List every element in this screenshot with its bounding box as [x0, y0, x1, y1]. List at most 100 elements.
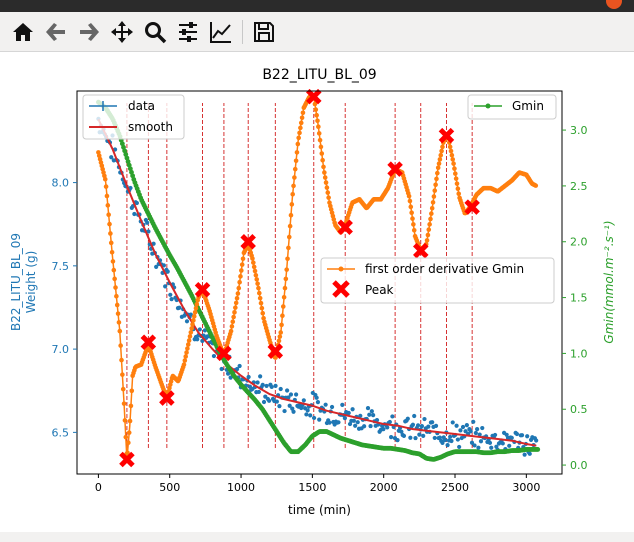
data-point: [336, 420, 341, 425]
derivative-point: [114, 302, 120, 308]
derivative-point: [232, 310, 237, 315]
data-point: [476, 445, 481, 450]
data-point: [288, 392, 294, 397]
derivative-point: [448, 148, 454, 154]
figure-canvas[interactable]: 0 500 1000 1500 2000 2500 3000 6.5 7.0 7.5 8.0 0.…: [0, 53, 634, 532]
derivative-point: [428, 216, 433, 222]
data-point: [389, 434, 394, 440]
derivative-point: [293, 158, 299, 164]
window-titlebar: [0, 0, 634, 12]
data-point: [278, 386, 283, 392]
derivative-point: [237, 279, 242, 285]
derivative-point: [251, 264, 257, 270]
derivative-point: [300, 110, 306, 116]
derivative-point: [276, 338, 282, 344]
zoom-button[interactable]: [140, 17, 170, 47]
derivative-point: [438, 152, 444, 158]
data-point: [234, 367, 240, 372]
data-point: [475, 427, 480, 432]
derivative-point: [286, 245, 291, 251]
x-tick-label: 1000: [227, 481, 255, 494]
peak-marker: [119, 451, 135, 468]
derivative-point: [104, 193, 110, 199]
derivative-point: [320, 157, 325, 163]
data-point: [267, 398, 272, 403]
y-right-tick-label: 1.0: [570, 347, 588, 360]
derivative-point: [253, 272, 259, 278]
peak-marker: [337, 219, 353, 235]
data-point: [525, 434, 530, 439]
derivative-point: [114, 293, 119, 299]
derivative-point: [121, 401, 127, 406]
data-point: [177, 305, 182, 310]
save-button[interactable]: [249, 17, 279, 47]
pan-button[interactable]: [107, 17, 137, 47]
data-point: [109, 155, 114, 160]
home-button[interactable]: [8, 17, 38, 47]
data-point: [304, 412, 309, 417]
derivative-point: [285, 256, 290, 262]
derivative-point: [186, 338, 192, 343]
derivative-point: [239, 268, 244, 273]
back-button[interactable]: [41, 17, 71, 47]
data-point: [368, 423, 373, 429]
derivative-point: [323, 180, 329, 185]
derivative-point: [283, 276, 289, 282]
peak-marker: [387, 161, 403, 177]
data-point: [327, 420, 332, 425]
data-point: [415, 423, 421, 428]
forward-button[interactable]: [74, 17, 104, 47]
peak-marker: [413, 242, 429, 259]
home-icon: [13, 22, 33, 41]
derivative-point: [439, 148, 444, 154]
derivative-point: [316, 124, 321, 130]
peak-marker: [194, 281, 211, 298]
data-point: [347, 421, 353, 427]
peak-marker: [464, 199, 480, 215]
derivative-point: [436, 161, 442, 166]
derivative-point: [257, 290, 262, 296]
derivative-point: [429, 211, 434, 216]
data-point: [308, 413, 313, 418]
derivative-point: [447, 144, 453, 150]
data-point: [437, 435, 442, 440]
derivative-point: [312, 101, 318, 107]
derivative-point: [185, 342, 191, 347]
derivative-point: [454, 181, 460, 186]
legend-smooth-label: smooth: [128, 120, 173, 134]
data-point: [317, 417, 322, 422]
derivative-point: [453, 176, 459, 181]
data-point: [433, 423, 439, 428]
derivative-point: [106, 212, 111, 218]
derivative-point: [277, 334, 283, 339]
x-axis-label: time (min): [288, 503, 351, 517]
derivative-point: [194, 301, 200, 307]
close-circle-icon[interactable]: [606, 0, 622, 9]
data-point: [274, 399, 279, 404]
derivative-point: [120, 386, 126, 392]
edit-axis-button[interactable]: [206, 17, 236, 47]
derivative-point: [282, 285, 288, 291]
x-tick-label: 0: [95, 481, 102, 494]
derivative-point: [325, 190, 331, 195]
data-point: [460, 424, 466, 430]
derivative-point: [228, 328, 234, 334]
data-point: [132, 211, 137, 217]
data-point: [500, 441, 505, 446]
derivative-point: [287, 223, 293, 229]
derivative-point: [126, 430, 132, 435]
data-point: [450, 420, 455, 425]
toolbar-separator: [242, 19, 243, 44]
configure-subplots-button[interactable]: [173, 17, 203, 47]
plot-frame: [76, 90, 563, 475]
derivative-point: [432, 188, 438, 193]
y-left-tick-label: 7.0: [52, 343, 70, 356]
data-point: [442, 437, 448, 443]
data-point: [410, 422, 416, 427]
derivative-point: [116, 320, 122, 325]
data-point: [469, 440, 475, 445]
derivative-point: [105, 203, 111, 208]
derivative-point: [112, 276, 117, 282]
legend-gmin-marker: [485, 103, 491, 109]
data-point: [290, 406, 295, 411]
